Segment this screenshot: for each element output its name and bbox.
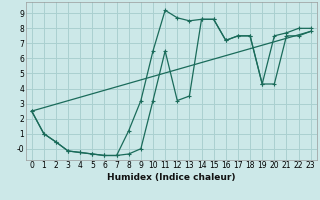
X-axis label: Humidex (Indice chaleur): Humidex (Indice chaleur) — [107, 173, 236, 182]
